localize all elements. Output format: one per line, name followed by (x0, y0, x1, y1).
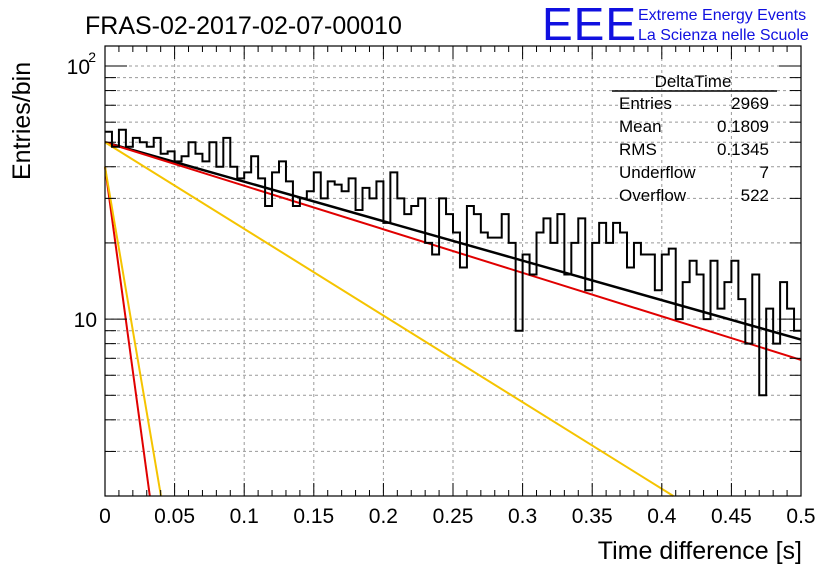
x-tick-label: 0.05 (154, 505, 195, 528)
fit-curves (104, 141, 802, 497)
x-tick-label: 0 (99, 505, 111, 528)
x-tick-label: 0.25 (433, 505, 474, 528)
y-tick-exponent: 2 (88, 49, 96, 65)
fit-line-yellow (104, 141, 674, 497)
x-tick-label: 0.45 (711, 505, 752, 528)
axes: 0 0.05 0.1 0.15 0.2 0.25 0.3 0.35 0.4 0.45 0.5 10 10… (67, 45, 816, 528)
stats-value: 7 (760, 163, 769, 182)
fit-line-black (104, 141, 802, 341)
stats-label: Underflow (619, 163, 696, 182)
x-tick-label: 0.1 (230, 505, 259, 528)
y-tick-label: 10 (67, 56, 90, 79)
x-tick-label: 0.3 (508, 505, 537, 528)
histogram-outline (105, 128, 801, 397)
x-tick-label: 0.4 (647, 505, 677, 528)
stats-value: 522 (741, 186, 769, 205)
stats-label: Overflow (619, 186, 687, 205)
stats-title: DeltaTime (655, 72, 732, 91)
fit-line-yellow (104, 166, 162, 497)
stats-rows: Entries 2969 Mean 0.1809 RMS 0.1345 Underflow 7… (619, 94, 769, 205)
eee-logo: EEE (542, 0, 637, 50)
stats-value: 2969 (731, 94, 769, 113)
chart-title: FRAS-02-2017-02-07-00010 (85, 12, 402, 40)
logo-line-1: Extreme Energy Events (638, 7, 806, 24)
y-axis-label: Entries/bin (8, 62, 36, 180)
x-tick-label: 0.2 (369, 505, 398, 528)
x-tick-label: 0.5 (786, 505, 815, 528)
fit-line-red (104, 141, 802, 361)
stats-value: 0.1345 (717, 140, 769, 159)
stats-value: 0.1809 (717, 117, 769, 136)
stats-label: Entries (619, 94, 672, 113)
x-axis-label: Time difference [s] (598, 537, 802, 565)
fit-line-red (104, 166, 151, 497)
histogram (105, 128, 801, 397)
stats-label: Mean (619, 117, 662, 136)
x-tick-label: 0.15 (293, 505, 334, 528)
x-tick-label: 0.35 (572, 505, 613, 528)
y-tick-label: 10 (74, 309, 97, 332)
stats-label: RMS (619, 140, 657, 159)
plot-frame (104, 45, 802, 497)
logo-line-2: La Scienza nelle Scuole (638, 27, 809, 44)
stats-box: DeltaTime Entries 2969 Mean 0.1809 RMS 0.1345… (612, 72, 777, 205)
